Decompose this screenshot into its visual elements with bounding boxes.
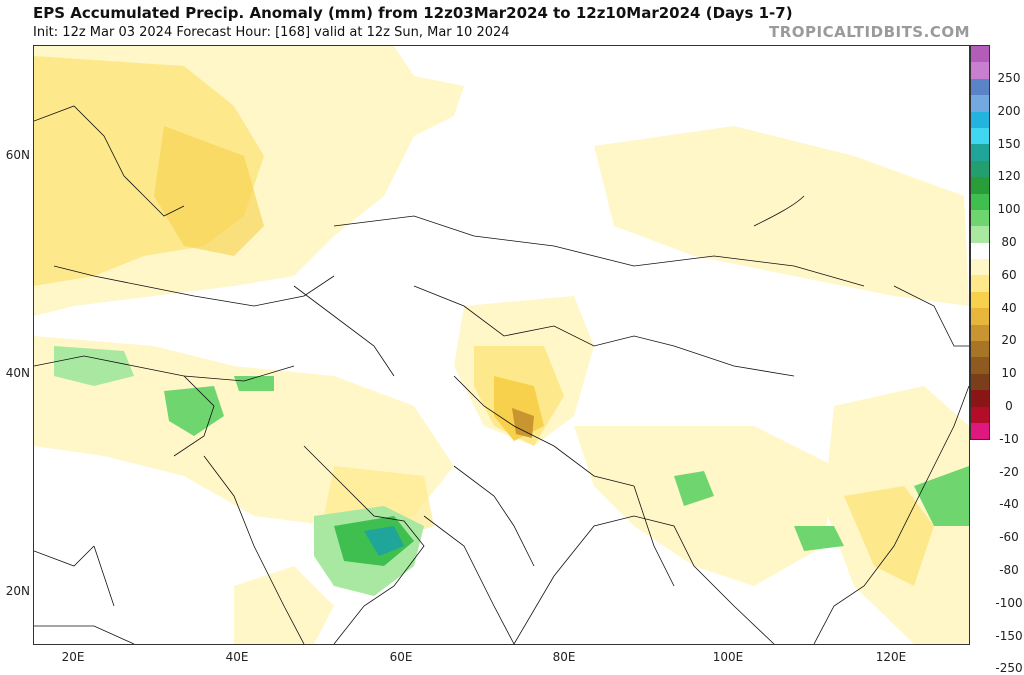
colorbar-label: -100	[995, 595, 1023, 610]
precip-anomaly-map	[33, 45, 970, 645]
lat-label-60n: 60N	[5, 148, 30, 162]
source-brand[interactable]: TROPICALTIDBITS.COM	[769, 23, 970, 41]
colorbar-segment	[971, 95, 989, 112]
lat-label-40n: 40N	[5, 366, 30, 380]
map-subtitle: Init: 12z Mar 03 2024 Forecast Hour: [16…	[33, 25, 510, 40]
colorbar-label: 60	[1001, 267, 1017, 282]
colorbar-segment	[971, 341, 989, 358]
colorbar-label: -150	[995, 628, 1023, 643]
colorbar-segment	[971, 373, 989, 391]
colorbar-segment	[971, 308, 989, 325]
colorbar-label: 200	[997, 103, 1021, 118]
colorbar-label: 20	[1001, 333, 1017, 348]
colorbar-label: 150	[997, 136, 1021, 151]
dry-anomaly-fill	[34, 46, 969, 644]
colorbar-segment	[971, 259, 989, 276]
colorbar-label: -80	[999, 563, 1019, 577]
map-title: EPS Accumulated Precip. Anomaly (mm) fro…	[33, 4, 793, 22]
colorbar-segment	[971, 324, 989, 342]
colorbar-segment	[971, 46, 989, 63]
coastlines	[34, 105, 969, 644]
lon-label-80e: 80E	[552, 650, 576, 664]
colorbar-segment	[971, 78, 989, 96]
colorbar-segment	[971, 160, 989, 178]
colorbar-segment	[971, 291, 989, 309]
wet-anomaly-fill	[54, 346, 969, 596]
colorbar-segment	[971, 226, 989, 243]
colorbar-segment	[971, 275, 989, 292]
colorbar-label: 250	[997, 71, 1021, 85]
colorbar-segment	[971, 357, 989, 374]
colorbar-label: -20	[999, 464, 1019, 479]
colorbar-label: -60	[999, 530, 1019, 545]
colorbar-segment	[971, 209, 989, 227]
colorbar-label: 0	[1005, 399, 1013, 413]
colorbar-label: 40	[1001, 300, 1017, 315]
colorbar-segment	[971, 62, 989, 79]
lat-label-20n: 20N	[5, 584, 30, 598]
lon-label-20e: 20E	[61, 650, 85, 664]
colorbar-segment	[971, 390, 989, 407]
map-canvas	[34, 46, 969, 644]
colorbar-segment	[971, 242, 989, 260]
colorbar-segment	[971, 144, 989, 161]
colorbar-label: -250	[995, 661, 1023, 675]
colorbar-segment	[971, 111, 989, 128]
colorbar	[970, 45, 990, 441]
colorbar-label: 120	[997, 169, 1021, 184]
colorbar-label: 10	[1001, 366, 1017, 381]
colorbar-segment	[971, 422, 989, 440]
colorbar-segment	[971, 406, 989, 423]
lon-label-120e: 120E	[875, 650, 907, 664]
lon-label-60e: 60E	[389, 650, 413, 664]
colorbar-label: 80	[1001, 235, 1017, 249]
colorbar-segment	[971, 177, 989, 194]
colorbar-segment	[971, 127, 989, 145]
colorbar-label: -40	[999, 497, 1019, 512]
lon-label-100e: 100E	[712, 650, 744, 664]
colorbar-label: 100	[997, 202, 1021, 217]
colorbar-segment	[971, 193, 989, 210]
colorbar-label: -10	[999, 431, 1019, 446]
lon-label-40e: 40E	[225, 650, 249, 664]
